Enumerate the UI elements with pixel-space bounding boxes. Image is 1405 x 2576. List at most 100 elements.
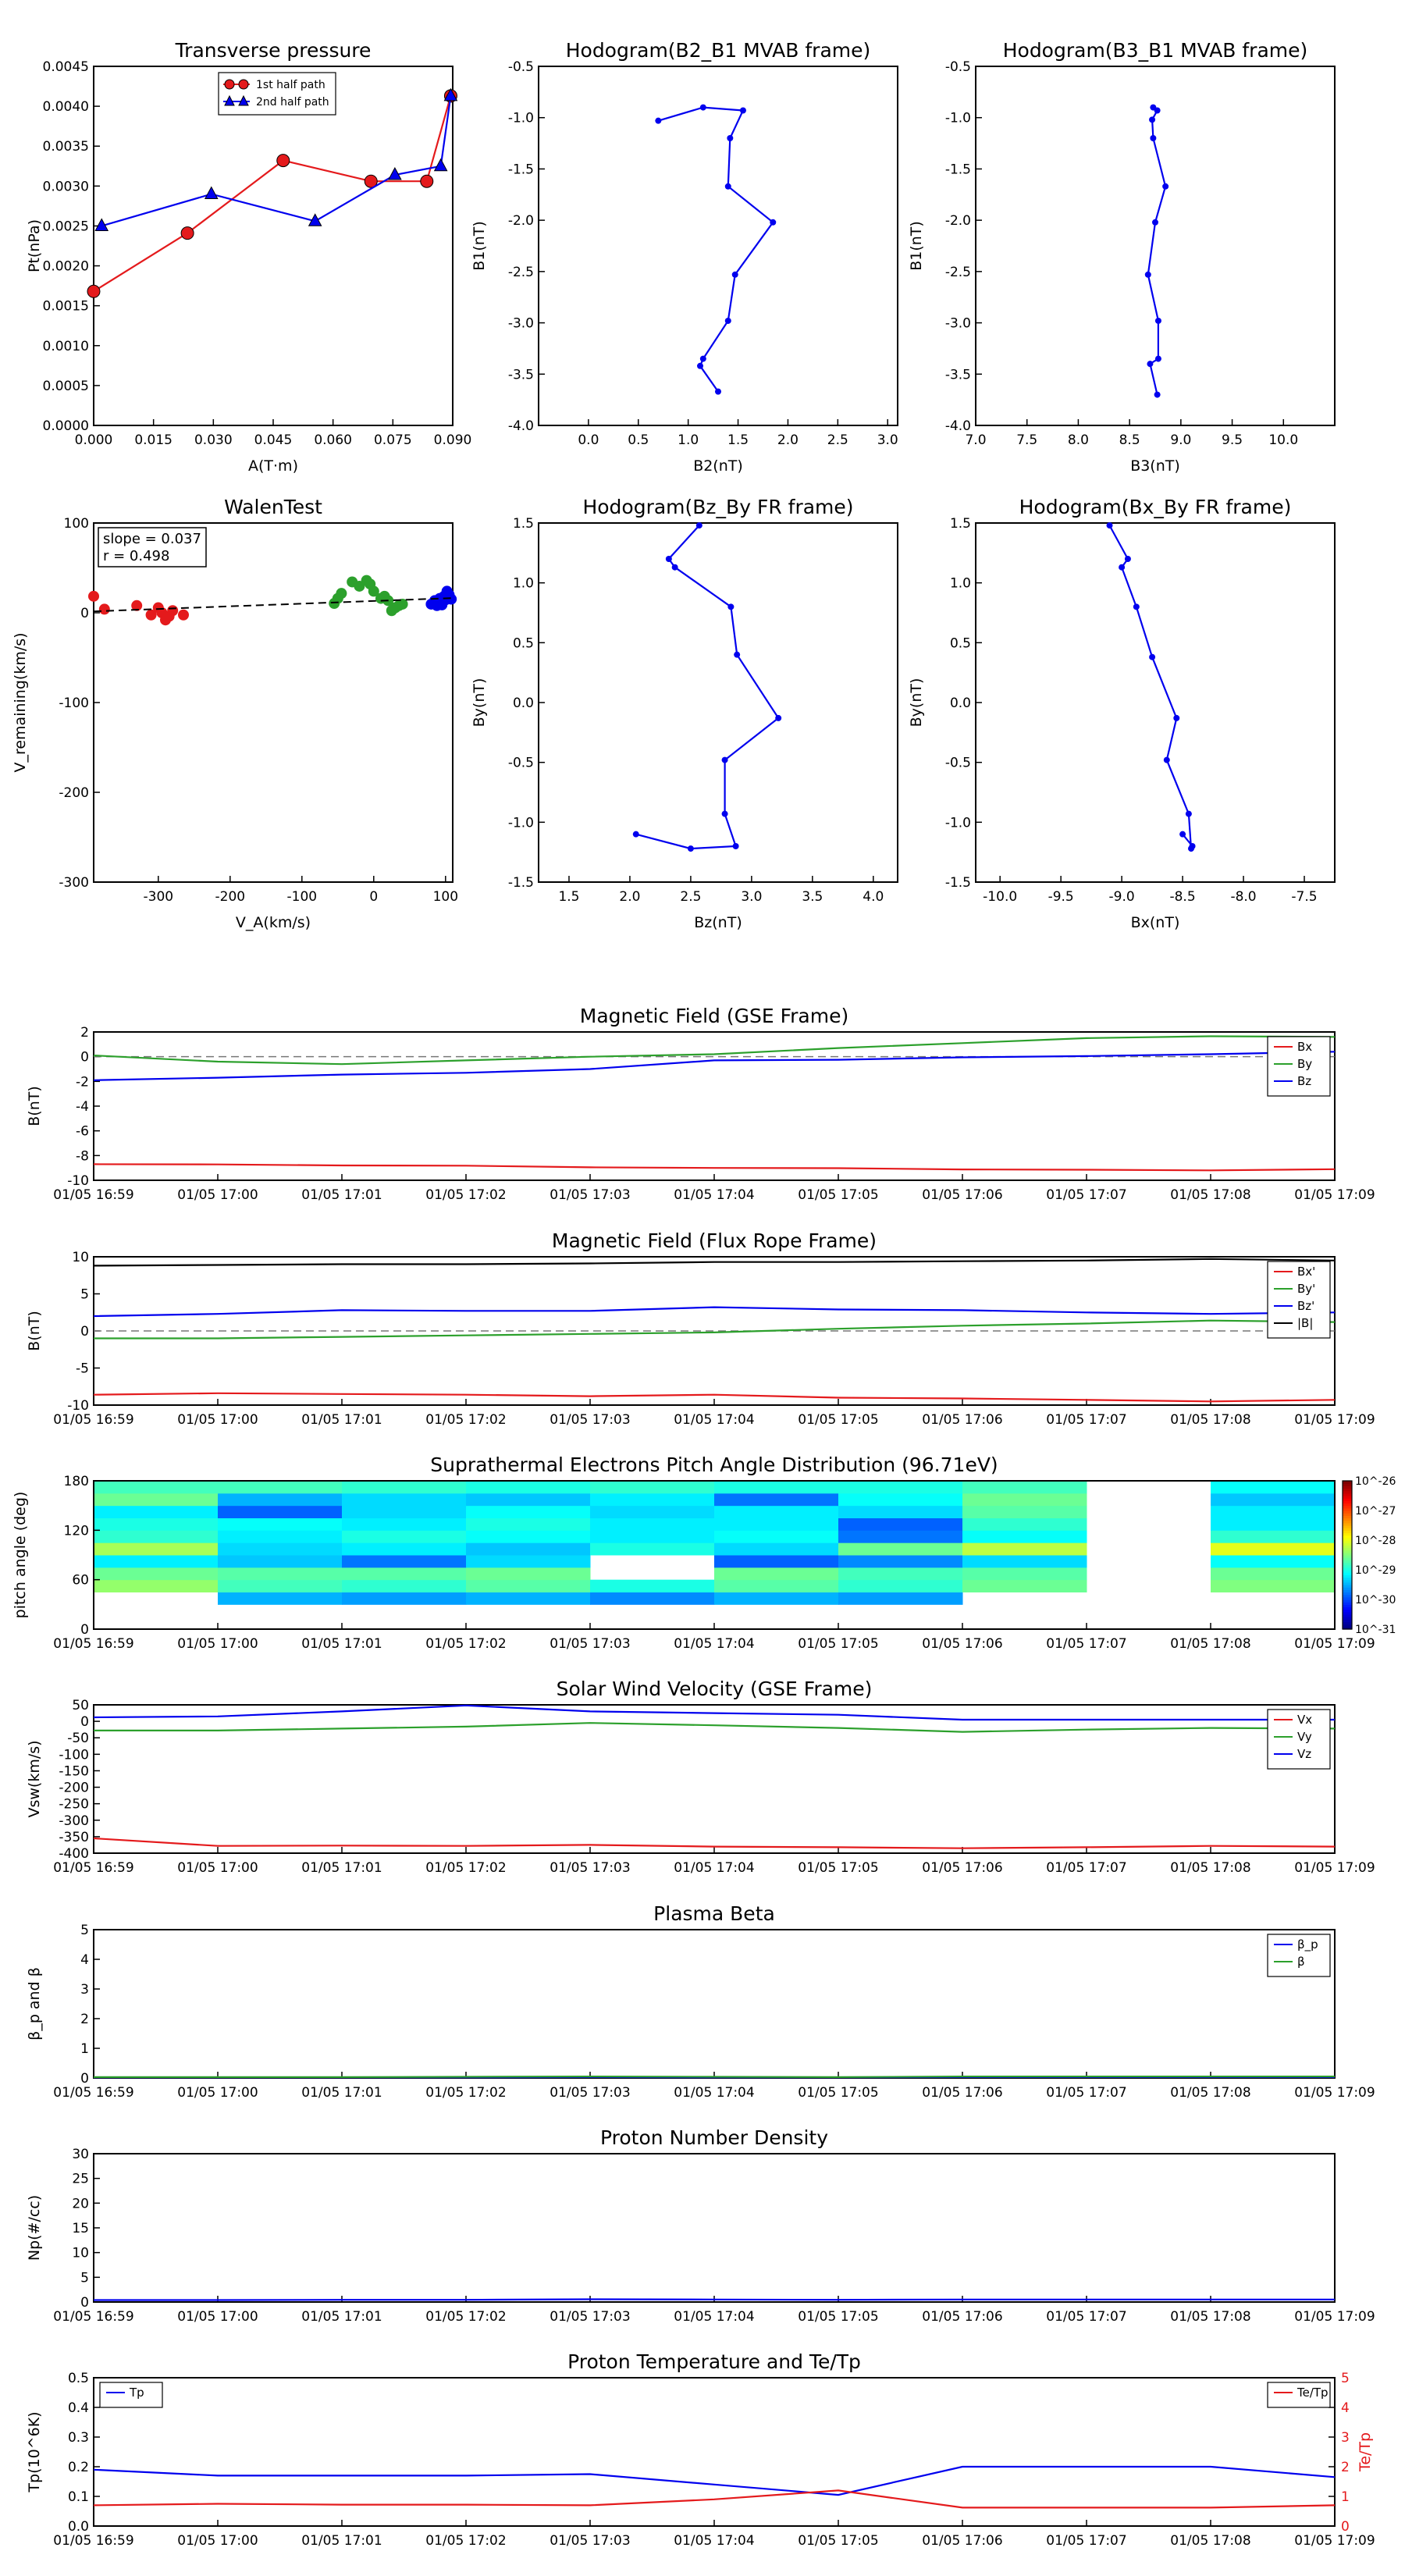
data-point [1179,831,1186,838]
x-tick-label: 01/05 17:01 [301,1412,382,1428]
colorbar-segment [1343,1488,1352,1492]
colorbar-segment [1343,1626,1352,1630]
heatmap-cell [466,1579,591,1592]
y-tick-label: 0.0045 [43,59,89,75]
heatmap-cell [1211,1555,1336,1568]
data-point [1188,845,1194,852]
heatmap-cell [218,1530,343,1543]
x-tick-label: 1.5 [558,889,579,905]
x-tick-label: 0.0 [578,432,599,448]
x-tick-label: 01/05 16:59 [53,2533,133,2549]
x-tick-label: 01/05 17:07 [1046,1636,1126,1652]
heatmap-cell [714,1505,839,1518]
y-tick-label: -1.0 [508,815,534,831]
colorbar-segment [1343,1490,1352,1494]
colorbar-segment [1343,1547,1352,1551]
x-tick-label: -300 [144,889,174,905]
x-tick-label: 01/05 17:05 [798,2309,878,2325]
colorbar-segment [1343,1498,1352,1501]
data-point [734,651,741,658]
data-point [721,810,728,817]
y-tick-label: -5 [76,1361,89,1377]
y-axis-label: Vsw(km/s) [26,1740,43,1817]
heatmap-cell [94,1517,219,1531]
y-axis-label: Tp(10^6K) [26,2411,43,2492]
colorbar-segment [1343,1619,1352,1623]
x-axis-label: Bx(nT) [1131,914,1180,931]
x-tick-label: 01/05 17:02 [425,2085,506,2101]
x-tick-label: 01/05 17:04 [674,2309,754,2325]
legend-label: Tp [129,2386,144,2400]
data-point [1149,653,1156,660]
x-tick-label: 01/05 17:05 [798,1412,878,1428]
heatmap-cell [714,1493,839,1507]
y-tick-label: -50 [67,1731,89,1746]
heatmap-cell [218,1592,343,1605]
data-point [1152,219,1158,226]
heatmap-cell [962,1505,1087,1518]
heatmap-cell [838,1530,963,1543]
series-line-β [94,2076,1335,2078]
colorbar-segment [1343,1579,1352,1583]
legend-label: Bx' [1297,1265,1315,1279]
colorbar-segment [1343,1510,1352,1514]
x-tick-label: 01/05 17:07 [1046,1187,1126,1203]
heatmap-cell [838,1567,963,1581]
heatmap-cell [466,1542,591,1556]
x-tick-label: 01/05 17:09 [1294,2309,1375,2325]
colorbar-segment [1343,1604,1352,1608]
colorbar-segment [1343,1522,1352,1526]
colorbar-segment [1343,1602,1352,1605]
x-tick-label: -200 [215,889,246,905]
x-tick-label: -7.5 [1291,889,1317,905]
x-tick-label: 01/05 17:07 [1046,2533,1126,2549]
y-tick-label: 0.0015 [43,299,89,315]
x-tick-label: 01/05 17:00 [177,1636,258,1652]
y-tick-label: 100 [64,516,89,532]
data-point [739,107,746,114]
legend-label: Bz [1297,1074,1311,1088]
x-tick-label: 4.0 [863,889,884,905]
heatmap-cell [590,1481,715,1494]
colorbar-segment [1343,1582,1352,1585]
x-tick-label: 01/05 17:02 [425,2309,506,2325]
chart-title: Hodogram(Bx_By FR frame) [1019,496,1292,518]
colorbar-segment [1343,1621,1352,1625]
data-point [699,355,706,362]
x-tick-label: 01/05 17:03 [550,2085,630,2101]
x-tick-label: 01/05 17:03 [550,2309,630,2325]
colorbar-segment [1343,1611,1352,1615]
x-tick-label: 1.5 [727,432,749,448]
x-tick-label: 01/05 17:02 [425,2533,506,2549]
data-point [308,213,322,226]
colorbar-tick-label: 10^-31 [1355,1624,1396,1636]
x-tick-label: 01/05 17:06 [922,1187,1002,1203]
x-tick-label: 01/05 17:04 [674,1636,754,1652]
y-tick-label: 0.0 [513,696,534,711]
colorbar-segment [1343,1555,1352,1558]
y-tick-label: -10 [67,1173,89,1189]
y-tick-label: 0.2 [68,2460,89,2475]
heatmap-cell [342,1530,467,1543]
x-tick-label: 01/05 17:09 [1294,1412,1375,1428]
legend-label: β [1297,1955,1305,1969]
x-tick-label: 01/05 17:00 [177,2309,258,2325]
colorbar-segment [1343,1606,1352,1610]
legend-marker [224,94,235,106]
y-tick-label: 50 [72,1698,89,1713]
data-point [167,605,179,617]
y-tick-label: -100 [59,696,89,711]
x-tick-label: 01/05 17:01 [301,2309,382,2325]
x-tick-label: 01/05 17:05 [798,1636,878,1652]
colorbar-segment [1343,1515,1352,1519]
heatmap-cell [466,1555,591,1568]
y-tick-label: -3.0 [508,316,534,332]
x-tick-label: 2.5 [680,889,701,905]
y-tick-label: 60 [72,1573,89,1589]
series-line-Tp [93,2465,1336,2496]
heatmap-cell [962,1530,1087,1543]
plot-frame [538,522,898,883]
y-tick-label: -1.0 [508,111,534,126]
y-tick-label: 0.1 [68,2489,89,2505]
data-point [276,154,290,168]
